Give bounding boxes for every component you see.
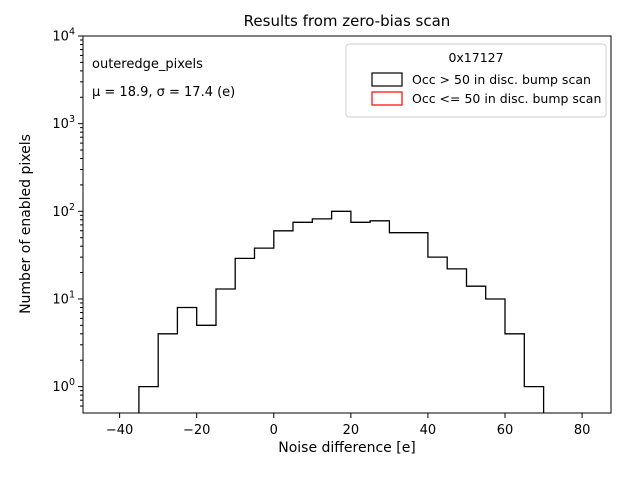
stats-mu-sigma: μ = 18.9, σ = 17.4 (e) — [92, 85, 235, 100]
stats-dataset-name: outeredge_pixels — [92, 57, 203, 72]
stats-box: outeredge_pixels μ = 18.9, σ = 17.4 (e) — [92, 57, 235, 100]
chart-title: Results from zero-bias scan — [244, 12, 451, 30]
legend-title: 0x17127 — [448, 50, 503, 65]
histogram-series — [138, 210, 545, 413]
x-tick-label: −20 — [183, 423, 210, 438]
y-tick-label: 103 — [52, 114, 75, 132]
y-tick-label: 100 — [52, 377, 75, 395]
x-tick-label: −40 — [106, 423, 133, 438]
legend-label-occ-le-50: Occ <= 50 in disc. bump scan — [412, 91, 601, 106]
legend-label-occ-gt-50: Occ > 50 in disc. bump scan — [412, 72, 591, 87]
y-tick-label: 102 — [52, 202, 75, 220]
x-tick-label: 40 — [420, 423, 437, 438]
y-tick-label: 101 — [52, 289, 75, 307]
legend-frame — [345, 43, 607, 118]
x-tick-label: 80 — [574, 423, 591, 438]
x-axis-label: Noise difference [e] — [278, 440, 416, 456]
x-axis: −40 −20 0 20 40 60 80 — [106, 413, 590, 438]
y-axis: 100 101 102 103 104 — [52, 27, 83, 407]
x-tick-label: 60 — [497, 423, 514, 438]
legend-patch-occ-gt-50 — [371, 72, 403, 87]
x-tick-label: 0 — [270, 423, 278, 438]
legend-patch-occ-le-50 — [371, 91, 403, 106]
y-tick-label: 104 — [52, 27, 75, 45]
y-axis-label: Number of enabled pixels — [18, 134, 34, 314]
legend: 0x17127 Occ > 50 in disc. bump scan Occ … — [345, 43, 607, 118]
histogram-step-path — [138, 210, 545, 413]
x-tick-label: 20 — [343, 423, 360, 438]
